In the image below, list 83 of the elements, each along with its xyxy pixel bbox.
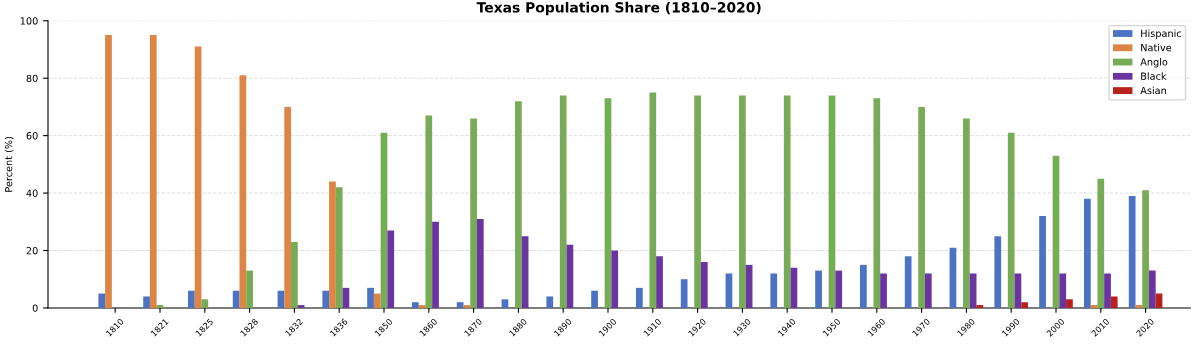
bar <box>1128 195 1136 308</box>
bar <box>924 273 932 308</box>
bar <box>725 273 733 308</box>
chart-title: Texas Population Share (1810–2020) <box>476 1 761 16</box>
bar <box>425 115 433 308</box>
legend-label: Black <box>1141 72 1167 80</box>
bar <box>770 273 778 308</box>
y-tick-label: 60 <box>26 132 38 140</box>
bar <box>1097 178 1105 308</box>
bar <box>188 290 195 308</box>
bar <box>432 221 439 308</box>
bar <box>284 106 292 308</box>
bar <box>860 264 867 308</box>
bar <box>969 273 977 308</box>
bar <box>1084 198 1091 308</box>
bar <box>373 293 381 308</box>
bar <box>456 302 464 308</box>
bar <box>1148 270 1156 308</box>
bar <box>98 293 106 308</box>
legend-label: Asian <box>1140 86 1166 95</box>
bar <box>463 305 471 308</box>
bar <box>835 270 843 308</box>
bar <box>904 256 912 308</box>
bar <box>1066 299 1073 308</box>
bar <box>470 118 477 308</box>
bar <box>963 118 970 308</box>
bar <box>1059 273 1067 308</box>
bar <box>880 273 887 308</box>
y-axis-title: Percent (%) <box>4 136 14 192</box>
bar <box>591 290 598 308</box>
bar <box>1021 302 1028 308</box>
bar <box>149 35 157 308</box>
bar <box>1039 216 1046 308</box>
bar <box>156 305 164 308</box>
y-tick-label: 20 <box>26 246 38 255</box>
bar <box>700 261 708 308</box>
bar <box>1014 273 1022 308</box>
bar <box>636 287 643 308</box>
bar <box>680 279 688 308</box>
bar <box>1142 190 1149 308</box>
bar <box>873 98 881 308</box>
bar <box>412 302 419 308</box>
bar <box>1110 296 1118 308</box>
bar <box>783 95 791 308</box>
bar <box>1090 305 1098 308</box>
y-tick-label: 80 <box>26 74 38 83</box>
bar <box>739 95 746 308</box>
bar <box>656 256 663 308</box>
bar <box>918 106 925 308</box>
y-tick-label: 0 <box>32 304 38 312</box>
bar <box>815 270 822 308</box>
bar <box>515 101 522 308</box>
bar <box>143 296 150 308</box>
legend-label: Anglo <box>1140 58 1168 68</box>
legend-label: Native <box>1141 43 1172 52</box>
bar <box>1135 305 1143 308</box>
bar <box>976 305 984 308</box>
legend-label: Hispanic <box>1141 29 1182 39</box>
y-tick-label: 40 <box>26 189 38 197</box>
bar <box>105 35 112 308</box>
bar <box>546 296 554 308</box>
bar <box>291 241 298 308</box>
bar <box>611 250 619 308</box>
bar <box>501 299 509 308</box>
bar <box>694 95 701 308</box>
bar <box>335 187 343 308</box>
bar <box>418 305 426 308</box>
bar <box>246 270 253 308</box>
bar <box>559 95 567 308</box>
bar <box>1007 132 1015 308</box>
bar <box>367 287 374 308</box>
bar <box>329 181 336 308</box>
bar <box>476 218 484 308</box>
bar <box>232 290 240 308</box>
bar <box>1104 273 1111 308</box>
bar <box>387 230 395 308</box>
bar <box>994 236 1002 308</box>
bar <box>521 236 529 308</box>
y-tick-label: 100 <box>20 17 38 25</box>
bar <box>649 92 657 308</box>
bar <box>297 305 305 308</box>
bar <box>201 299 209 308</box>
bar <box>322 290 330 308</box>
